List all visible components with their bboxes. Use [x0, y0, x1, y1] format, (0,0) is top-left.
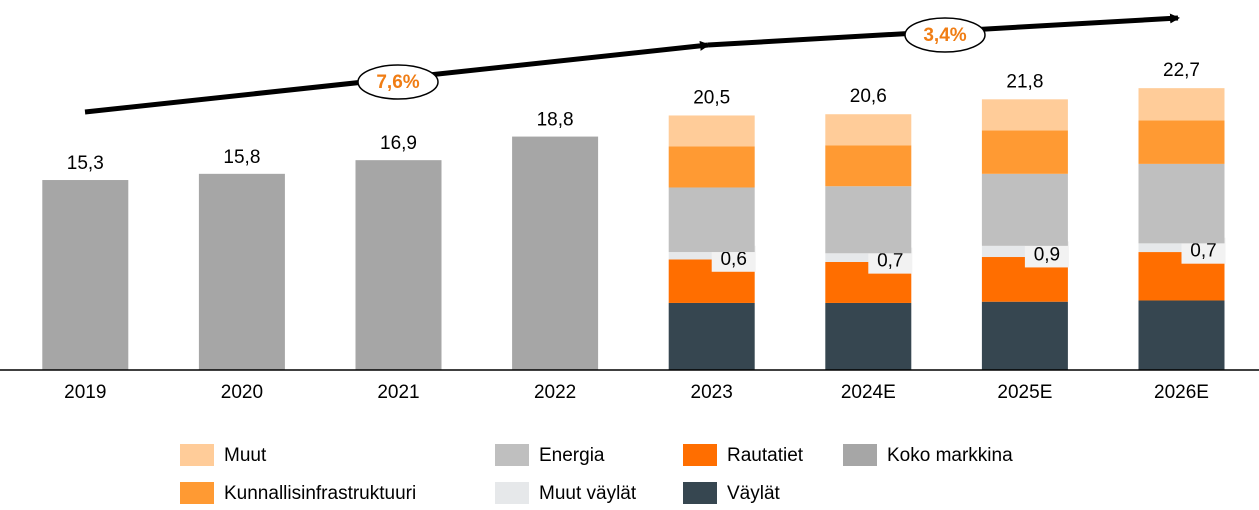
x-tick-label: 2019 — [64, 382, 106, 403]
value-label: 0,6 — [720, 249, 746, 270]
legend-label: Rautatiet — [727, 445, 804, 466]
bar-segment — [198, 173, 285, 370]
bar-segment — [512, 136, 599, 370]
legend-label: Väylät — [727, 483, 781, 504]
bar-segment — [42, 180, 129, 370]
legend-label: Kunnallisinfrastruktuuri — [224, 483, 416, 504]
legend-swatch — [683, 482, 717, 504]
bar-segment — [1138, 163, 1225, 244]
legend-swatch — [180, 444, 214, 466]
value-label: 18,8 — [537, 110, 574, 131]
value-label: 16,9 — [380, 133, 417, 154]
bar-segment — [981, 173, 1068, 246]
value-label: 0,9 — [1034, 244, 1060, 265]
value-label: 15,8 — [223, 147, 260, 168]
total-label: 20,6 — [850, 86, 887, 107]
legend-label: Energia — [539, 445, 605, 466]
bar-segment — [668, 302, 755, 370]
bar-segment — [668, 187, 755, 253]
legend-swatch — [843, 444, 877, 466]
total-label: 20,5 — [693, 87, 730, 108]
x-tick-label: 2024E — [841, 382, 896, 403]
bar-segment — [981, 301, 1068, 370]
bar-segment — [1138, 300, 1225, 370]
bar-segment — [355, 160, 442, 370]
bar-segment — [981, 130, 1068, 174]
bar-segment — [668, 115, 755, 147]
value-label: 0,7 — [877, 251, 903, 272]
total-label: 22,7 — [1163, 60, 1200, 81]
x-tick-label: 2026E — [1154, 382, 1209, 403]
cagr-label: 7,6% — [376, 72, 419, 93]
x-tick-label: 2025E — [997, 382, 1052, 403]
legend-swatch — [495, 444, 529, 466]
legend-swatch — [495, 482, 529, 504]
legend-label: Koko markkina — [887, 445, 1013, 466]
bar-segment — [825, 186, 912, 254]
x-tick-label: 2022 — [534, 382, 576, 403]
legend-label: Muut väylät — [539, 483, 637, 504]
legend-swatch — [180, 482, 214, 504]
bar-segment — [668, 146, 755, 188]
cagr-label: 3,4% — [923, 25, 966, 46]
x-tick-label: 2020 — [221, 382, 263, 403]
x-tick-label: 2023 — [691, 382, 733, 403]
bar-segment — [981, 99, 1068, 131]
legend-swatch — [683, 444, 717, 466]
cagr-bubble — [904, 17, 986, 53]
bar-segment — [1138, 120, 1225, 164]
total-label: 21,8 — [1006, 71, 1043, 92]
bar-segment — [825, 114, 912, 146]
x-tick-label: 2021 — [377, 382, 419, 403]
bar-segment — [825, 302, 912, 370]
bar-segment — [1138, 88, 1225, 121]
value-label: 15,3 — [67, 153, 104, 174]
cagr-bubble — [357, 64, 439, 100]
legend-label: Muut — [224, 445, 267, 466]
value-label: 0,7 — [1190, 241, 1216, 262]
bar-segment — [825, 145, 912, 187]
